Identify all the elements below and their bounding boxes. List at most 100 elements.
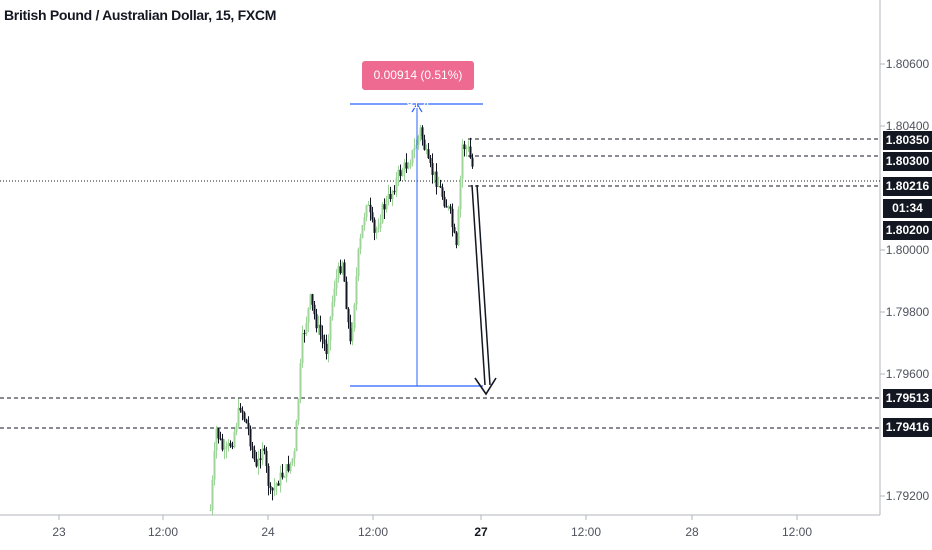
- candle-body: [357, 249, 360, 277]
- candle-body: [217, 428, 220, 439]
- candle-body: [385, 199, 388, 210]
- candle-body: [325, 343, 328, 355]
- candle-body: [231, 446, 234, 448]
- candle-body: [273, 486, 276, 491]
- candle-body: [347, 308, 350, 323]
- candle-body: [403, 162, 406, 172]
- candle-body: [215, 428, 218, 451]
- candle-body: [279, 472, 282, 486]
- candle-body: [321, 334, 324, 340]
- price-tag: 1.80350: [883, 131, 932, 150]
- candle-body: [343, 262, 346, 282]
- candle-body: [213, 450, 216, 480]
- candle-body: [439, 185, 442, 188]
- candle-body: [351, 328, 354, 342]
- candle-body: [421, 127, 424, 140]
- time-axis-label: 12:00: [147, 525, 179, 539]
- time-axis-label: 12:00: [570, 525, 602, 539]
- candle-body: [277, 483, 280, 486]
- candle-body: [263, 448, 266, 451]
- candle-body: [407, 166, 410, 169]
- candle-body: [293, 451, 296, 459]
- candle-body: [389, 193, 392, 200]
- candle-body: [381, 204, 384, 223]
- candle-body: [399, 169, 402, 176]
- price-axis-label: 1.80600: [885, 57, 930, 71]
- candle-body: [441, 187, 444, 197]
- candle-body: [401, 171, 404, 176]
- candle-body: [433, 171, 436, 175]
- candle-body: [239, 407, 242, 411]
- price-axis-label: 1.80000: [885, 243, 930, 257]
- candle-body: [319, 324, 322, 335]
- candle-body: [317, 324, 320, 329]
- candle-body: [251, 446, 254, 450]
- candle-body: [233, 431, 236, 447]
- candle-body: [427, 149, 430, 159]
- candle-body: [307, 308, 310, 324]
- candle-body: [349, 322, 352, 342]
- candle-body: [315, 314, 318, 329]
- candle-body: [333, 288, 336, 303]
- candle-body: [443, 196, 446, 207]
- candle-body: [365, 205, 368, 218]
- candle-body: [469, 146, 472, 158]
- candle-body: [337, 266, 340, 278]
- candle-body: [249, 428, 252, 447]
- candle-body: [327, 340, 330, 355]
- candle-body: [465, 147, 468, 150]
- candle-body: [267, 466, 270, 486]
- candle-body: [303, 333, 306, 335]
- price-tag: 1.79513: [883, 389, 932, 408]
- candle-body: [355, 276, 358, 305]
- price-tag: 1.79416: [883, 418, 932, 437]
- candle-body: [209, 509, 212, 511]
- time-axis-label: 12:00: [781, 525, 813, 539]
- candle-body: [301, 333, 304, 364]
- candle-body: [229, 443, 232, 447]
- candle-body: [359, 237, 362, 250]
- candle-body: [379, 222, 382, 228]
- candle-body: [445, 206, 448, 208]
- candle-body: [461, 144, 464, 179]
- candle-body: [341, 262, 344, 274]
- candle-body: [425, 149, 428, 151]
- candle-body: [375, 228, 378, 233]
- candle-body: [275, 483, 278, 487]
- candle-body: [243, 412, 246, 420]
- projection-arrow-line: [476, 184, 491, 386]
- candle-body: [383, 204, 386, 210]
- time-axis-label: 23: [52, 525, 66, 539]
- candle-body: [413, 147, 416, 151]
- candle-body: [311, 294, 314, 305]
- time-axis-label: 27: [474, 525, 488, 539]
- price-axis-label: 1.80400: [885, 119, 930, 133]
- price-axis-label: 1.79800: [885, 305, 930, 319]
- candle-body: [339, 266, 342, 274]
- candle-body: [423, 139, 426, 150]
- candle-body: [297, 399, 300, 422]
- candle-body: [367, 204, 370, 206]
- candle-body: [245, 419, 248, 424]
- candle-body: [377, 227, 380, 229]
- candle-body: [289, 462, 292, 471]
- candle-body: [335, 277, 338, 289]
- chart-title: British Pound / Australian Dollar, 15, F…: [4, 7, 277, 23]
- candle-body: [345, 281, 348, 309]
- candle-body: [253, 449, 256, 460]
- price-axis-label: 1.79600: [885, 367, 930, 381]
- candle-body: [409, 162, 412, 167]
- candle-body: [257, 458, 260, 467]
- candle-body: [313, 304, 316, 315]
- candle-body: [471, 157, 474, 167]
- candle-body: [457, 209, 460, 246]
- candle-body: [429, 158, 432, 163]
- candle-body: [221, 438, 224, 450]
- candle-body: [363, 217, 366, 226]
- time-axis-label: 28: [685, 525, 699, 539]
- candle-body: [397, 169, 400, 178]
- candle-body: [295, 421, 298, 452]
- candle-body: [431, 162, 434, 175]
